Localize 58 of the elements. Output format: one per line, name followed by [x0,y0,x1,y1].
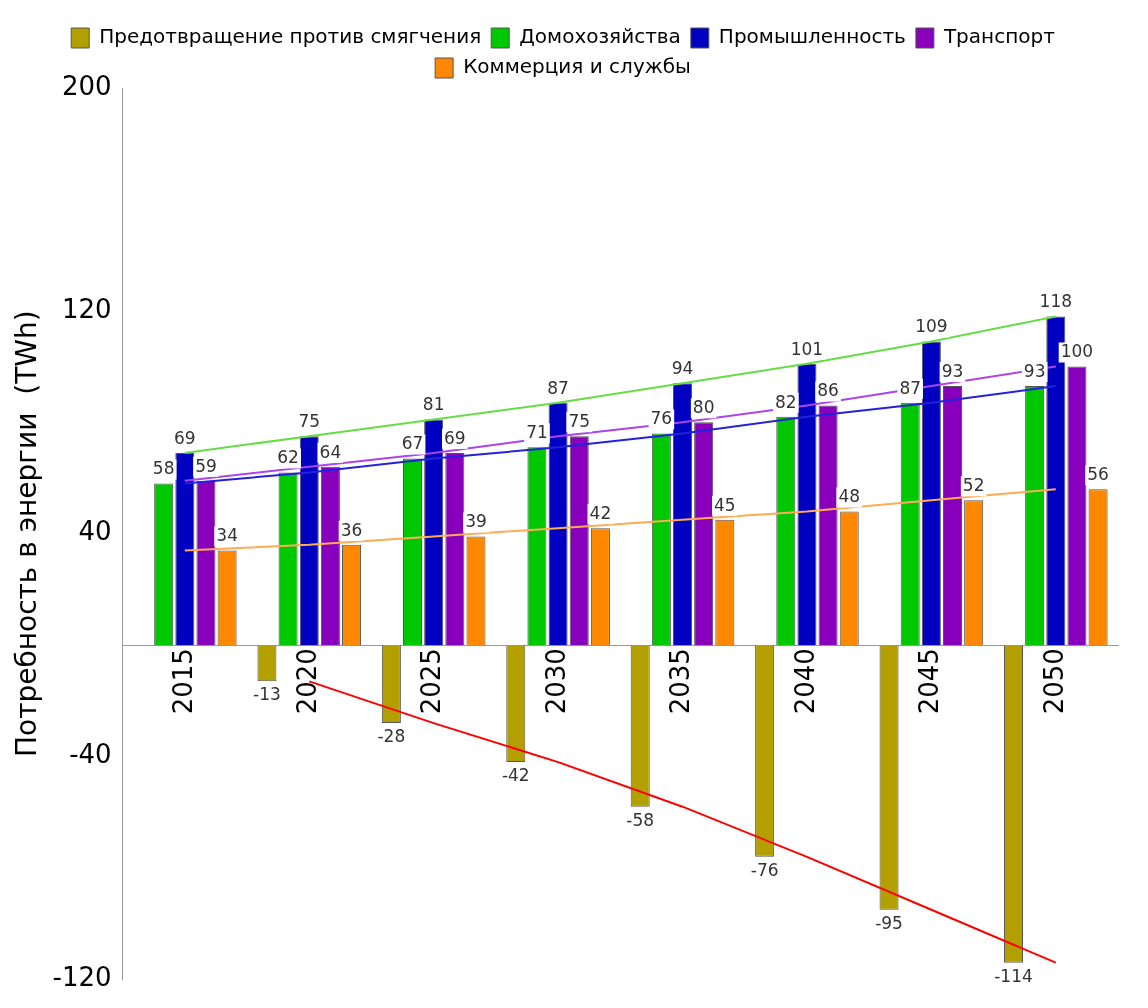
data-label: 45 [714,494,736,515]
data-label: 48 [838,486,861,507]
data-label: 75 [298,411,321,432]
data-label: 69 [444,427,466,448]
y-axis-title: Потребность в энергии (TWh) [10,310,44,758]
data-label: -42 [501,765,530,786]
y-tick-label: -40 [69,739,112,770]
data-label: 109 [915,316,948,337]
data-label: 86 [817,380,839,401]
x-tick-label: 2025 [416,648,447,715]
data-label: 80 [692,397,715,418]
data-label: 71 [526,422,548,443]
data-label: 69 [174,427,196,448]
data-label: 34 [216,525,238,546]
x-tick-label: 2015 [167,648,198,715]
legend-label: Предотвращение против смягчения [99,24,482,49]
x-tick-label: 2020 [291,648,322,715]
data-label: 93 [941,360,964,381]
y-tick-label: 120 [61,293,112,324]
y-tick-label: 40 [78,516,112,547]
legend-label: Коммерция и службы [463,54,691,79]
data-label: 87 [899,377,922,398]
data-label: 81 [422,394,445,415]
data-label: 101 [790,338,824,359]
data-label: 42 [589,503,612,524]
data-label: 118 [1039,291,1073,312]
data-label: 64 [319,441,342,462]
legend-label: Транспорт [942,24,1056,49]
legend-label: Домохозяйства [519,24,681,49]
x-tick-label: 2035 [665,648,696,715]
data-label: -114 [994,965,1033,986]
data-label: 56 [1087,464,1109,485]
data-label: -76 [750,859,779,880]
data-label: -28 [377,726,406,747]
data-label: 58 [152,458,175,479]
data-label: 59 [195,455,217,476]
data-label: 75 [568,411,591,432]
data-label: 100 [1060,341,1094,362]
x-tick-label: 2030 [540,648,571,715]
data-label: 82 [774,391,797,412]
x-tick-label: 2045 [914,648,945,715]
data-label: 93 [1023,360,1046,381]
data-label: 52 [962,475,985,496]
data-label: 87 [547,377,569,398]
data-label: 94 [671,358,694,379]
x-tick-label: 2050 [1038,648,1069,715]
data-label: 67 [401,433,424,454]
data-label: -58 [626,809,655,830]
data-label: 36 [340,519,363,540]
x-tick-label: 2040 [789,648,820,715]
data-label: 76 [650,408,673,429]
data-label: -13 [253,684,281,705]
data-label: 39 [465,511,487,532]
data-label: 62 [277,447,299,468]
y-tick-label: -120 [52,962,112,993]
y-tick-label: 200 [61,70,112,101]
legend-label: Промышленность [718,24,906,49]
data-label: -95 [875,912,903,933]
